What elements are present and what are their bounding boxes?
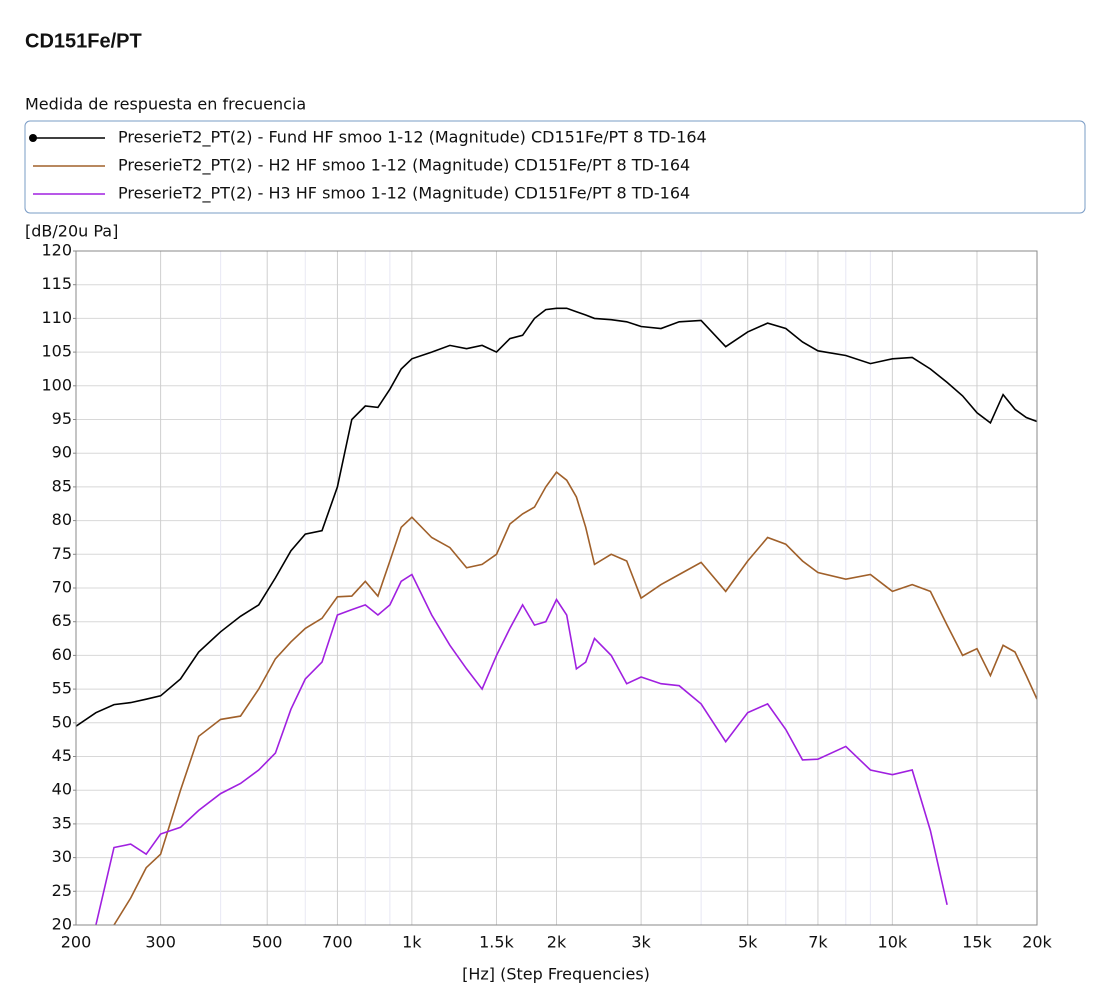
y-tick-label: 65 [52,611,72,630]
y-tick-label: 30 [52,847,72,866]
y-tick-label: 75 [52,544,72,563]
series-line [95,573,948,925]
x-tick-label: 700 [322,933,353,952]
y-tick-label: 60 [52,645,72,664]
x-tick-label: 2k [547,933,567,952]
y-tick-label: 85 [52,476,72,495]
x-tick-label: 20k [1022,933,1052,952]
y-tick-label: 100 [41,375,72,394]
y-tick-label: 20 [52,915,72,934]
legend-label: PreserieT2_PT(2) - H2 HF smoo 1-12 (Magn… [118,156,690,176]
x-tick-label: 5k [738,933,758,952]
y-tick-label: 35 [52,813,72,832]
y-tick-label: 45 [52,746,72,765]
legend-marker [29,134,37,142]
x-tick-label: 10k [878,933,908,952]
x-tick-label: 200 [61,933,92,952]
y-tick-label: 115 [41,274,72,293]
subtitle: Medida de respuesta en frecuencia [25,95,306,114]
y-tick-label: 90 [52,443,72,462]
y-tick-label: 105 [41,342,72,361]
chart-title: CD151Fe/PT [25,30,142,52]
y-tick-label: 55 [52,679,72,698]
y-tick-label: 95 [52,409,72,428]
x-axis-label: [Hz] (Step Frequencies) [462,965,650,984]
series-line [113,470,1037,925]
y-tick-label: 80 [52,510,72,529]
x-tick-label: 1k [402,933,422,952]
y-tick-label: 110 [41,308,72,327]
y-tick-label: 120 [41,241,72,260]
y-tick-label: 25 [52,881,72,900]
y-tick-label: 70 [52,578,72,597]
y-tick-label: 40 [52,780,72,799]
x-tick-label: 500 [252,933,283,952]
y-tick-label: 50 [52,712,72,731]
x-tick-label: 3k [631,933,651,952]
legend-label: PreserieT2_PT(2) - Fund HF smoo 1-12 (Ma… [118,128,707,148]
legend-label: PreserieT2_PT(2) - H3 HF smoo 1-12 (Magn… [118,184,690,204]
legend-box [24,120,1086,214]
x-tick-label: 15k [962,933,992,952]
x-tick-label: 1.5k [479,933,514,952]
x-tick-label: 300 [145,933,176,952]
x-tick-label: 7k [808,933,828,952]
y-axis-label: [dB/20u Pa] [25,222,118,241]
series-line [76,307,1037,727]
